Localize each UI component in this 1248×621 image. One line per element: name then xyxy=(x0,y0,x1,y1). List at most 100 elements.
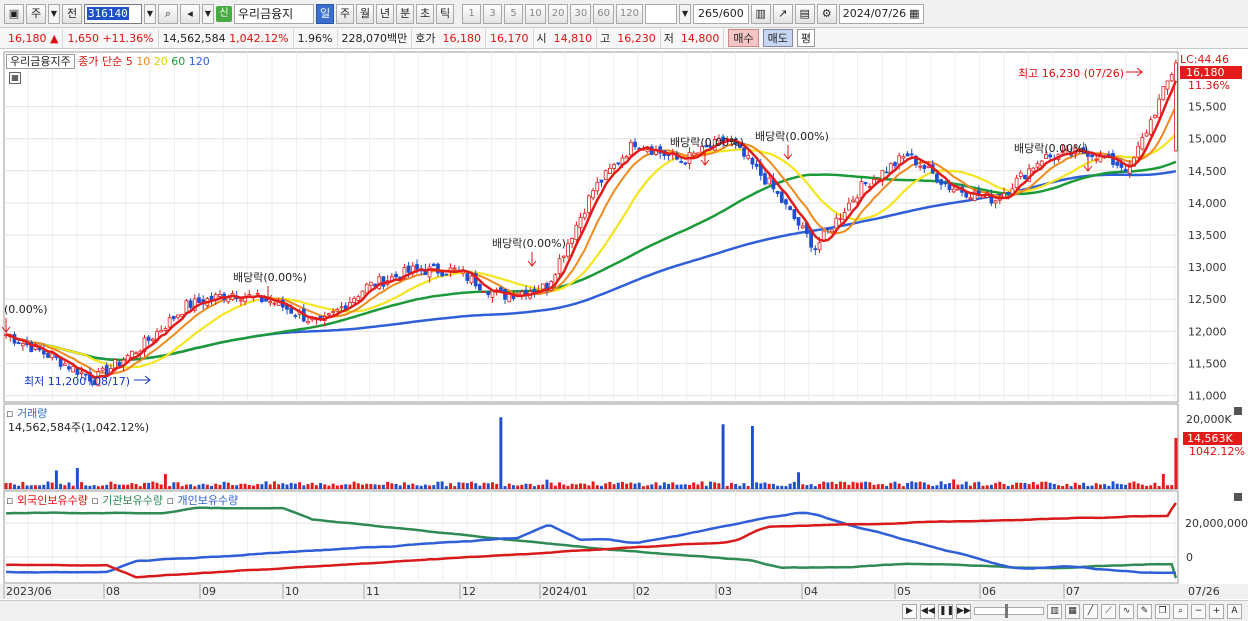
volume-bar xyxy=(641,486,645,489)
candle-up xyxy=(830,229,834,233)
window-icon[interactable]: ▣ xyxy=(4,3,24,24)
zoom-out-icon[interactable]: − xyxy=(1191,603,1206,619)
volume-bar xyxy=(247,485,251,489)
pause-icon[interactable]: ❚❚ xyxy=(938,603,954,619)
interval-3[interactable]: 3 xyxy=(483,3,502,24)
volume-bar xyxy=(1040,481,1044,489)
volume-bar xyxy=(968,485,972,489)
calendar-icon[interactable]: ▦ xyxy=(909,6,920,20)
edit-tool-icon[interactable]: ✎ xyxy=(1137,603,1152,619)
volume-title: 거래량 xyxy=(16,407,48,420)
price-tick-label: 11,000 xyxy=(1188,390,1227,403)
volume-bar xyxy=(147,482,151,489)
volume-bar xyxy=(931,485,935,489)
candle-up xyxy=(1169,74,1174,82)
legend-ma20: 20 xyxy=(153,55,168,68)
period-tick[interactable]: 틱 xyxy=(436,3,454,24)
individual-holdings-line xyxy=(6,511,1176,575)
interval-30[interactable]: 30 xyxy=(570,3,592,24)
volume-bar xyxy=(717,483,721,489)
candle-down xyxy=(1123,168,1128,172)
stock-name-field[interactable]: 우리금융지 xyxy=(234,3,314,24)
search-icon[interactable]: ⌕ xyxy=(158,3,178,24)
candle-down xyxy=(171,315,176,320)
volume-bar xyxy=(570,483,574,489)
market-select[interactable]: 주 xyxy=(26,3,46,24)
volume-bar xyxy=(776,485,780,489)
candle-settings-icon[interactable]: ▥ xyxy=(750,3,771,24)
trend-tool-icon[interactable]: ⟋ xyxy=(1101,603,1116,619)
stock-code-input[interactable]: 316140 xyxy=(84,3,142,24)
zoom-icon[interactable]: ⌕ xyxy=(1173,603,1188,619)
candle-down xyxy=(788,206,793,210)
interval-20[interactable]: 20 xyxy=(547,3,569,24)
ma10-path xyxy=(5,105,1177,375)
candle-down xyxy=(909,153,914,156)
play-icon[interactable]: ▶ xyxy=(902,603,917,619)
volume-bar xyxy=(1153,482,1157,489)
interval-120[interactable]: 120 xyxy=(615,3,644,24)
volume-bar xyxy=(822,481,826,489)
grid-toggle-icon[interactable]: ▦ xyxy=(1065,603,1080,619)
custom-interval-field[interactable] xyxy=(645,3,678,24)
candle-up xyxy=(1098,153,1103,163)
x-tick-label: 08 xyxy=(106,585,120,598)
period-minute[interactable]: 분 xyxy=(396,3,414,24)
draw-tool-icon[interactable]: ↗ xyxy=(772,3,793,24)
candle-down xyxy=(16,342,21,345)
zoom-slider[interactable] xyxy=(974,604,1044,618)
interval-60[interactable]: 60 xyxy=(593,3,614,24)
market-dropdown-icon[interactable]: ▼ xyxy=(48,3,60,24)
period-week[interactable]: 주 xyxy=(336,3,354,24)
candle-down xyxy=(905,153,910,157)
period-second[interactable]: 초 xyxy=(416,3,434,24)
font-size-icon[interactable]: A xyxy=(1227,603,1242,619)
volume-bar xyxy=(344,484,348,489)
code-dropdown-icon[interactable]: ▼ xyxy=(144,3,156,24)
speaker-icon[interactable]: ◂ xyxy=(180,3,200,24)
stock-chart[interactable]: 15,500 15,000 14,500 14,000 13,500 13,000 12,5… xyxy=(0,50,1248,600)
calculator-icon[interactable]: ▦ xyxy=(9,72,21,84)
pyeong-button[interactable]: 평 xyxy=(796,29,815,47)
date-field[interactable]: 2024/07/26 ▦ xyxy=(838,3,924,24)
interval-5[interactable]: 5 xyxy=(504,3,523,24)
candle-down xyxy=(1115,161,1120,166)
volume-bar xyxy=(444,486,448,489)
volume-bar xyxy=(889,483,893,489)
fast-forward-icon[interactable]: ▶▶ xyxy=(956,603,971,619)
volume-bar xyxy=(981,485,985,489)
period-year[interactable]: 년 xyxy=(376,3,394,24)
volume-bar xyxy=(692,482,696,489)
candle-up xyxy=(402,267,407,280)
data-count-field[interactable]: 265/600 xyxy=(693,3,749,24)
rewind-icon[interactable]: ◀◀ xyxy=(920,603,935,619)
speaker-dropdown-icon[interactable]: ▼ xyxy=(202,3,214,24)
interval-1[interactable]: 1 xyxy=(462,3,481,24)
data-count-value: 265 xyxy=(698,6,720,20)
zoom-in-icon[interactable]: + xyxy=(1209,603,1224,619)
volume-bar xyxy=(847,484,851,489)
candle-up xyxy=(159,329,164,333)
wave-tool-icon[interactable]: ∿ xyxy=(1119,603,1134,619)
volume-bar xyxy=(482,482,486,489)
candle-up xyxy=(1044,154,1048,159)
candle-type-icon[interactable]: ▥ xyxy=(1047,603,1062,619)
candle-down xyxy=(146,336,151,341)
interval-10[interactable]: 10 xyxy=(525,3,546,24)
zoom-slider-thumb[interactable] xyxy=(1005,604,1008,618)
legend-stock-name[interactable]: 우리금융지주 xyxy=(6,54,75,69)
buy-button[interactable]: 매수 xyxy=(728,29,759,47)
volume-bar xyxy=(1119,484,1123,489)
volume-bar xyxy=(130,482,134,489)
period-day[interactable]: 일 xyxy=(316,3,334,24)
period-month[interactable]: 월 xyxy=(356,3,374,24)
save-icon[interactable]: ▤ xyxy=(794,3,815,24)
copy-icon[interactable]: ❐ xyxy=(1155,603,1170,619)
prefix-button[interactable]: 전 xyxy=(62,3,82,24)
sell-button[interactable]: 매도 xyxy=(762,29,793,47)
interval-dropdown-icon[interactable]: ▼ xyxy=(679,3,692,24)
gear-icon[interactable]: ⚙ xyxy=(816,3,837,24)
line-tool-icon[interactable]: ╱ xyxy=(1083,603,1098,619)
volume-bar xyxy=(289,482,293,489)
volume-bar xyxy=(516,485,520,489)
